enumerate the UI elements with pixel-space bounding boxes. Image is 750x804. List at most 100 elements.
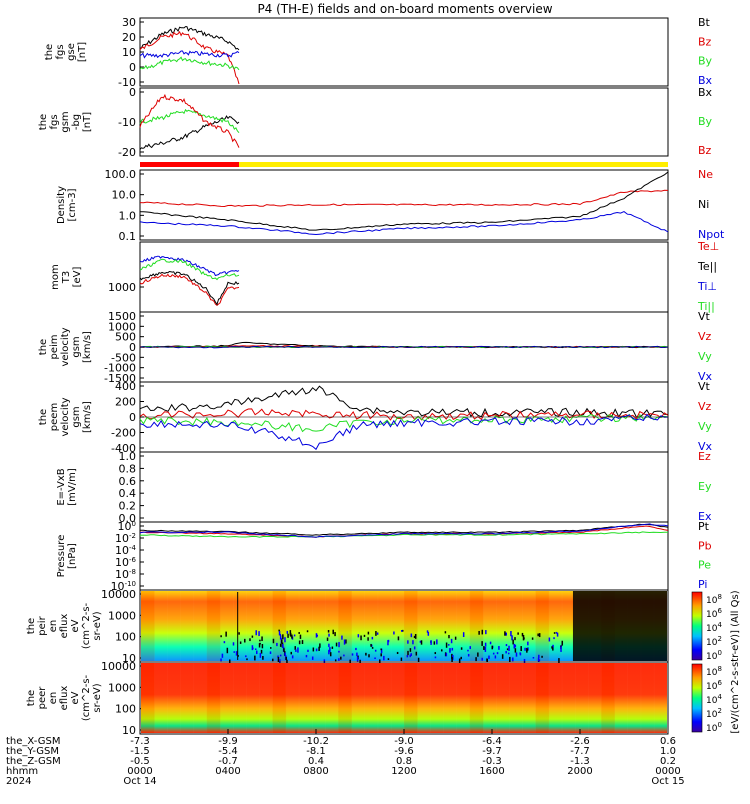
peer-band (219, 663, 234, 733)
legend-item-Ne: Ne (698, 168, 713, 181)
peir-band (535, 591, 550, 661)
peir-noise-pixel (312, 647, 315, 652)
peir-noise-pixel (233, 651, 235, 653)
xaxis-coord-label: -9.7 (482, 746, 502, 757)
peir-noise-pixel (512, 657, 514, 662)
legend-item-Bt: Bt (698, 16, 711, 29)
pressure-series-Pe (139, 531, 669, 538)
legend-item-Pe: Pe (698, 559, 711, 572)
peer-ylabel: en (48, 692, 59, 705)
peir-noise-pixel (371, 647, 374, 649)
plot-title: P4 (TH-E) fields and on-board moments ov… (257, 2, 552, 16)
peir-noise-pixel (261, 636, 263, 642)
peir-noise-pixel (259, 639, 261, 642)
peir-noise-pixel (383, 655, 385, 661)
pressure-ytick: 100 (118, 520, 136, 533)
peir-noise-pixel (396, 651, 399, 655)
peir-noise-pixel (387, 658, 390, 660)
xaxis-row-label: hhmm (6, 766, 38, 777)
peir-band (561, 591, 576, 661)
peir-noise-pixel (332, 629, 334, 635)
peir-band (141, 591, 155, 661)
peir-noise-pixel (289, 632, 292, 637)
peir-noise-pixel (489, 641, 492, 645)
peer-band (338, 663, 352, 733)
peir-band (548, 591, 563, 661)
peir-noise-pixel (407, 640, 409, 644)
peir-noise-pixel (505, 644, 508, 647)
peir-band (417, 591, 431, 661)
peir-noise-pixel (371, 636, 374, 640)
fgs_gsm-ylabel: the (38, 114, 49, 130)
peir-band (167, 591, 181, 661)
peir-noise-pixel (445, 652, 448, 657)
peir-ytick: 1000 (108, 609, 136, 622)
peem_velocity-series-Vt (139, 385, 669, 418)
peir-band (259, 591, 273, 661)
pressure-series-Pi (139, 523, 669, 538)
legend-item-Bx: Bx (698, 86, 713, 99)
peir-noise-pixel (282, 634, 284, 640)
peir-noise-pixel (436, 639, 438, 645)
peir-ylabel: eV (70, 619, 81, 632)
peir-ytick: 100 (115, 631, 136, 644)
peir-noise-pixel (293, 634, 296, 637)
peir-band (285, 591, 300, 661)
peir-noise-pixel (259, 653, 262, 658)
peir-noise-pixel (278, 629, 280, 632)
xaxis-coord-label: -7.3 (130, 736, 150, 747)
peir-band (311, 591, 326, 661)
peir-noise-pixel (367, 637, 369, 641)
peir-noise-pixel (245, 655, 247, 658)
peir-noise-pixel (226, 647, 229, 654)
peir-noise-pixel (334, 659, 337, 662)
density-ytick: 10.0 (112, 189, 137, 202)
peir-noise-pixel (462, 632, 465, 637)
mom_temp-series-Te (139, 270, 240, 306)
xaxis-time-label: 2000 (567, 766, 592, 777)
peir-noise-pixel (510, 631, 512, 637)
peir-noise-pixel (430, 640, 432, 645)
xaxis-time-label: 0000 (655, 766, 680, 777)
peem_velocity-ytick: 400 (115, 380, 136, 393)
colorbar-tick: 106 (706, 679, 722, 692)
peir-noise-pixel (294, 646, 296, 650)
legend-item-Pt: Pt (698, 520, 710, 533)
peir-noise-pixel (538, 633, 541, 638)
peer-band (141, 663, 155, 733)
peer-band (443, 663, 458, 733)
peir-noise-pixel (315, 648, 318, 652)
peir-noise-pixel (524, 647, 526, 651)
peir-band (193, 591, 208, 661)
peir-noise-pixel (376, 632, 379, 635)
e_field-ytick: 0.0 (119, 512, 137, 525)
peir-noise-pixel (523, 658, 526, 664)
peir-noise-pixel (315, 633, 318, 638)
peir-noise-pixel (401, 629, 404, 632)
fgs_gsm-ylabel: [nT] (82, 112, 93, 132)
peir-noise-pixel (483, 646, 485, 650)
legend-item-Vt: Vt (698, 310, 711, 323)
legend-item-Vz: Vz (698, 330, 712, 343)
peir-noise-pixel (492, 652, 495, 655)
peer-band (627, 663, 642, 733)
peir-band (298, 591, 313, 661)
peir-noise-pixel (523, 637, 525, 640)
peir-noise-pixel (299, 634, 302, 639)
peir-noise-pixel (514, 637, 516, 641)
peir-noise-pixel (513, 643, 516, 649)
peir-noise-pixel (560, 646, 562, 652)
peir-noise-pixel (340, 656, 342, 660)
xaxis-coord-label: -2.6 (570, 736, 590, 747)
colorbar-tick: 102 (706, 707, 722, 720)
fgs_gsm-ylabel: gsm (60, 111, 71, 132)
xaxis-row-label: the_X-GSM (6, 736, 60, 747)
colorbar-tick: 102 (706, 635, 722, 648)
e_field-frame (139, 451, 669, 523)
peir-noise-pixel (410, 653, 412, 656)
peir-noise-pixel (277, 655, 279, 658)
xaxis-coord-label: -1.5 (130, 746, 150, 757)
colorbar (691, 663, 703, 733)
fgs_gse-ytick: -10 (118, 76, 136, 89)
